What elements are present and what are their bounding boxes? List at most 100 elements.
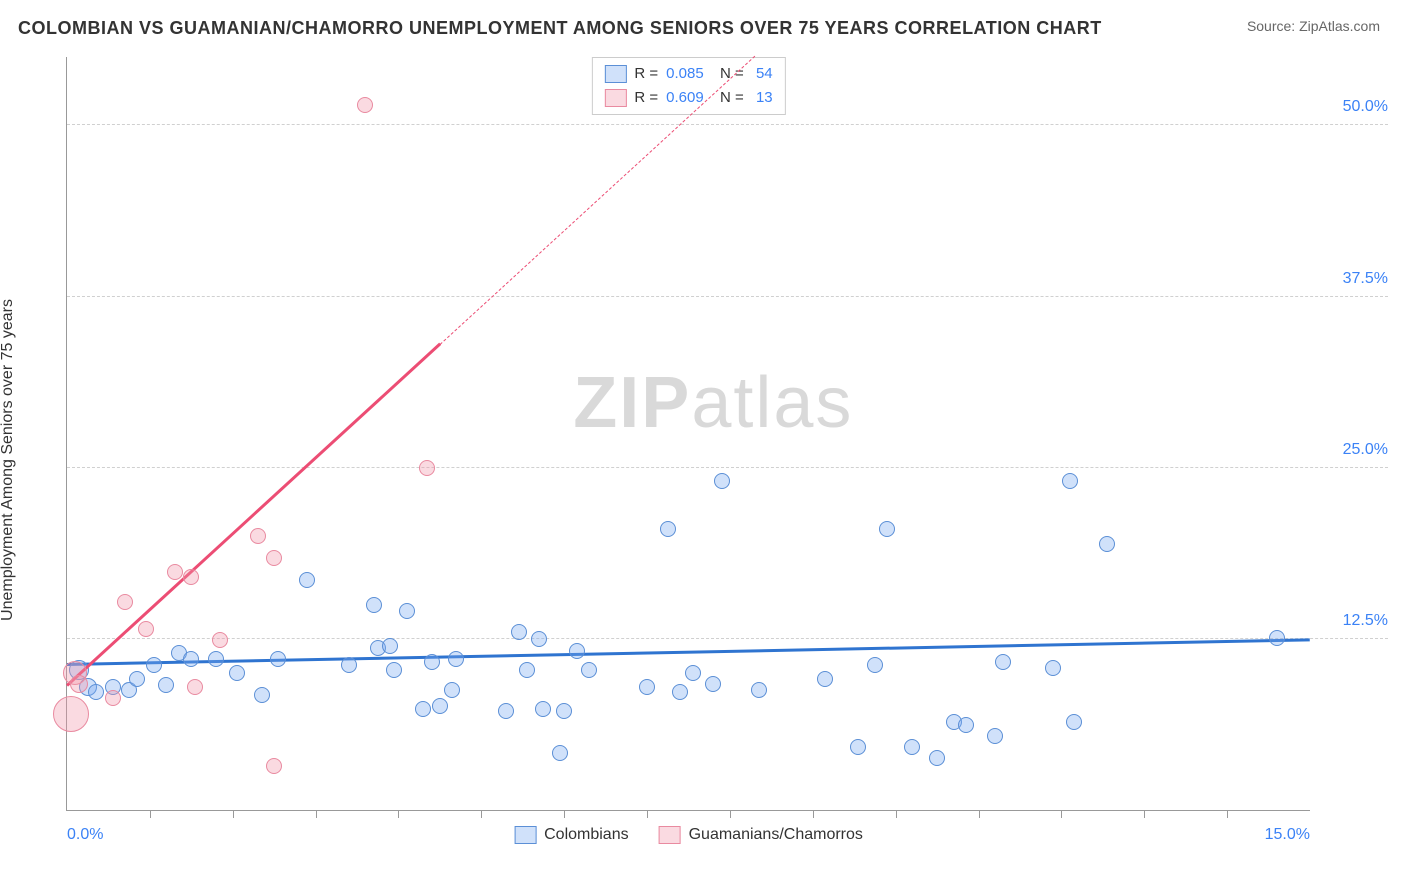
data-point [581, 662, 597, 678]
x-tick [1144, 810, 1145, 818]
series-legend: Colombians Guamanians/Chamorros [514, 826, 863, 844]
x-tick [481, 810, 482, 818]
x-tick [730, 810, 731, 818]
data-point [879, 521, 895, 537]
data-point [341, 657, 357, 673]
data-point [929, 750, 945, 766]
x-tick-label: 15.0% [1265, 826, 1310, 844]
legend-label: Guamanians/Chamorros [689, 826, 863, 844]
y-tick-label: 25.0% [1316, 441, 1388, 459]
legend-r-label: R = [634, 62, 658, 86]
legend-r-label: R = [634, 86, 658, 110]
x-tick [1227, 810, 1228, 818]
data-point [1066, 714, 1082, 730]
data-point [904, 739, 920, 755]
data-point [415, 701, 431, 717]
legend-n-value: 13 [752, 86, 773, 110]
x-tick-label: 0.0% [67, 826, 103, 844]
chart-title: COLOMBIAN VS GUAMANIAN/CHAMORRO UNEMPLOY… [18, 18, 1102, 39]
data-point [419, 460, 435, 476]
data-point [117, 594, 133, 610]
gridline [67, 296, 1388, 297]
watermark: ZIPatlas [573, 362, 853, 444]
data-point [958, 717, 974, 733]
data-point [569, 643, 585, 659]
data-point [424, 654, 440, 670]
data-point [250, 528, 266, 544]
data-point [556, 703, 572, 719]
x-tick [233, 810, 234, 818]
data-point [511, 624, 527, 640]
data-point [167, 564, 183, 580]
data-point [714, 473, 730, 489]
data-point [850, 739, 866, 755]
data-point [357, 97, 373, 113]
legend-item: Colombians [514, 826, 628, 844]
data-point [299, 572, 315, 588]
data-point [1269, 630, 1285, 646]
data-point [672, 684, 688, 700]
data-point [138, 621, 154, 637]
data-point [266, 758, 282, 774]
legend-row: R = 0.609 N = 13 [604, 86, 772, 110]
data-point [531, 631, 547, 647]
trend-line [66, 343, 441, 687]
x-tick [979, 810, 980, 818]
x-tick [564, 810, 565, 818]
data-point [987, 728, 1003, 744]
data-point [448, 651, 464, 667]
y-tick-label: 12.5% [1316, 612, 1388, 630]
x-tick [647, 810, 648, 818]
data-point [432, 698, 448, 714]
data-point [685, 665, 701, 681]
data-point [254, 687, 270, 703]
legend-swatch [604, 65, 626, 83]
data-point [105, 690, 121, 706]
data-point [1045, 660, 1061, 676]
data-point [187, 679, 203, 695]
correlation-legend: R = 0.085 N = 54R = 0.609 N = 13 [591, 57, 785, 115]
x-tick [316, 810, 317, 818]
data-point [129, 671, 145, 687]
legend-r-value: 0.085 [666, 62, 704, 86]
y-tick-label: 37.5% [1316, 270, 1388, 288]
data-point [146, 657, 162, 673]
x-tick [813, 810, 814, 818]
data-point [817, 671, 833, 687]
y-axis-label: Unemployment Among Seniors over 75 years [0, 299, 17, 621]
data-point [639, 679, 655, 695]
data-point [70, 675, 88, 693]
data-point [535, 701, 551, 717]
gridline [67, 467, 1388, 468]
data-point [751, 682, 767, 698]
legend-swatch [659, 826, 681, 844]
data-point [552, 745, 568, 761]
trend-line [67, 639, 1310, 667]
data-point [88, 684, 104, 700]
gridline [67, 124, 1388, 125]
data-point [270, 651, 286, 667]
plot-area: ZIPatlas R = 0.085 N = 54R = 0.609 N = 1… [66, 57, 1310, 811]
y-tick-label: 50.0% [1316, 98, 1388, 116]
data-point [183, 569, 199, 585]
data-point [158, 677, 174, 693]
data-point [229, 665, 245, 681]
data-point [867, 657, 883, 673]
chart-container: Unemployment Among Seniors over 75 years… [18, 49, 1388, 871]
data-point [386, 662, 402, 678]
legend-swatch [604, 89, 626, 107]
x-tick [398, 810, 399, 818]
data-point [53, 696, 89, 732]
legend-label: Colombians [544, 826, 628, 844]
x-tick [1061, 810, 1062, 818]
gridline [67, 638, 1388, 639]
data-point [660, 521, 676, 537]
legend-item: Guamanians/Chamorros [659, 826, 863, 844]
data-point [444, 682, 460, 698]
legend-swatch [514, 826, 536, 844]
data-point [995, 654, 1011, 670]
data-point [498, 703, 514, 719]
legend-n-value: 54 [752, 62, 773, 86]
data-point [208, 651, 224, 667]
x-tick [150, 810, 151, 818]
